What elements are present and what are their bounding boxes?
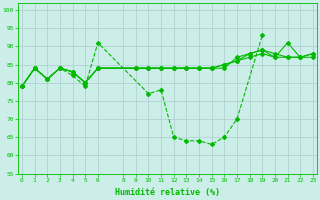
X-axis label: Humidité relative (%): Humidité relative (%) [115, 188, 220, 197]
